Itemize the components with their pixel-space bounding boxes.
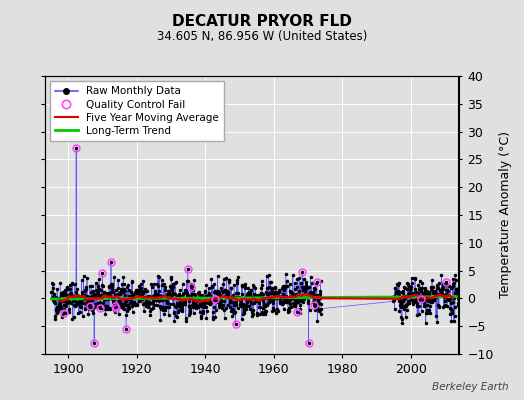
Text: DECATUR PRYOR FLD: DECATUR PRYOR FLD	[172, 14, 352, 29]
Legend: Raw Monthly Data, Quality Control Fail, Five Year Moving Average, Long-Term Tren: Raw Monthly Data, Quality Control Fail, …	[50, 81, 224, 141]
Text: 34.605 N, 86.956 W (United States): 34.605 N, 86.956 W (United States)	[157, 30, 367, 43]
Y-axis label: Temperature Anomaly (°C): Temperature Anomaly (°C)	[499, 132, 512, 298]
Text: Berkeley Earth: Berkeley Earth	[432, 382, 508, 392]
